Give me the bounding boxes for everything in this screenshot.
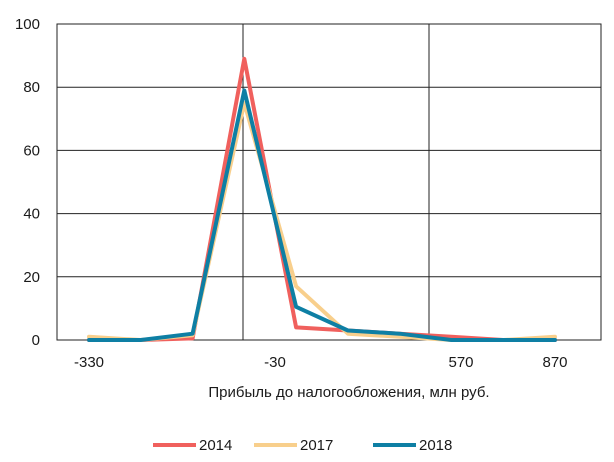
y-tick-label-1: 20 [23, 269, 40, 286]
x-tick-label-2: 570 [448, 354, 473, 371]
y-tick-label-3: 60 [23, 142, 40, 159]
legend-label-2018: 2018 [419, 437, 452, 454]
y-tick-label-4: 80 [23, 79, 40, 96]
x-tick-label-1: -30 [264, 354, 286, 371]
x-tick-label-3: 870 [542, 354, 567, 371]
y-tick-label-0: 0 [32, 332, 40, 349]
legend-item-2014: 2014 [153, 437, 232, 454]
legend-label-2017: 2017 [300, 437, 333, 454]
series-lines [87, 56, 557, 342]
series-line-2018 [87, 88, 557, 342]
y-tick-label-2: 40 [23, 206, 40, 223]
plot-border [56, 23, 602, 341]
grid [57, 24, 601, 340]
x-tick-label-0: -330 [74, 354, 104, 371]
legend-item-2018: 2018 [373, 437, 452, 454]
legend: 2014 2017 2018 [153, 437, 452, 454]
legend-label-2014: 2014 [199, 437, 232, 454]
x-axis: -330 -30 570 870 [74, 354, 568, 371]
series-line-2017 [87, 101, 557, 342]
y-axis: 0 20 40 60 80 100 [15, 16, 40, 349]
plot-frame [56, 23, 602, 341]
y-tick-label-5: 100 [15, 16, 40, 33]
x-axis-title: Прибыль до налогообложения, млн руб. [208, 384, 489, 401]
legend-item-2017: 2017 [254, 437, 333, 454]
series-line-2014 [87, 56, 557, 342]
